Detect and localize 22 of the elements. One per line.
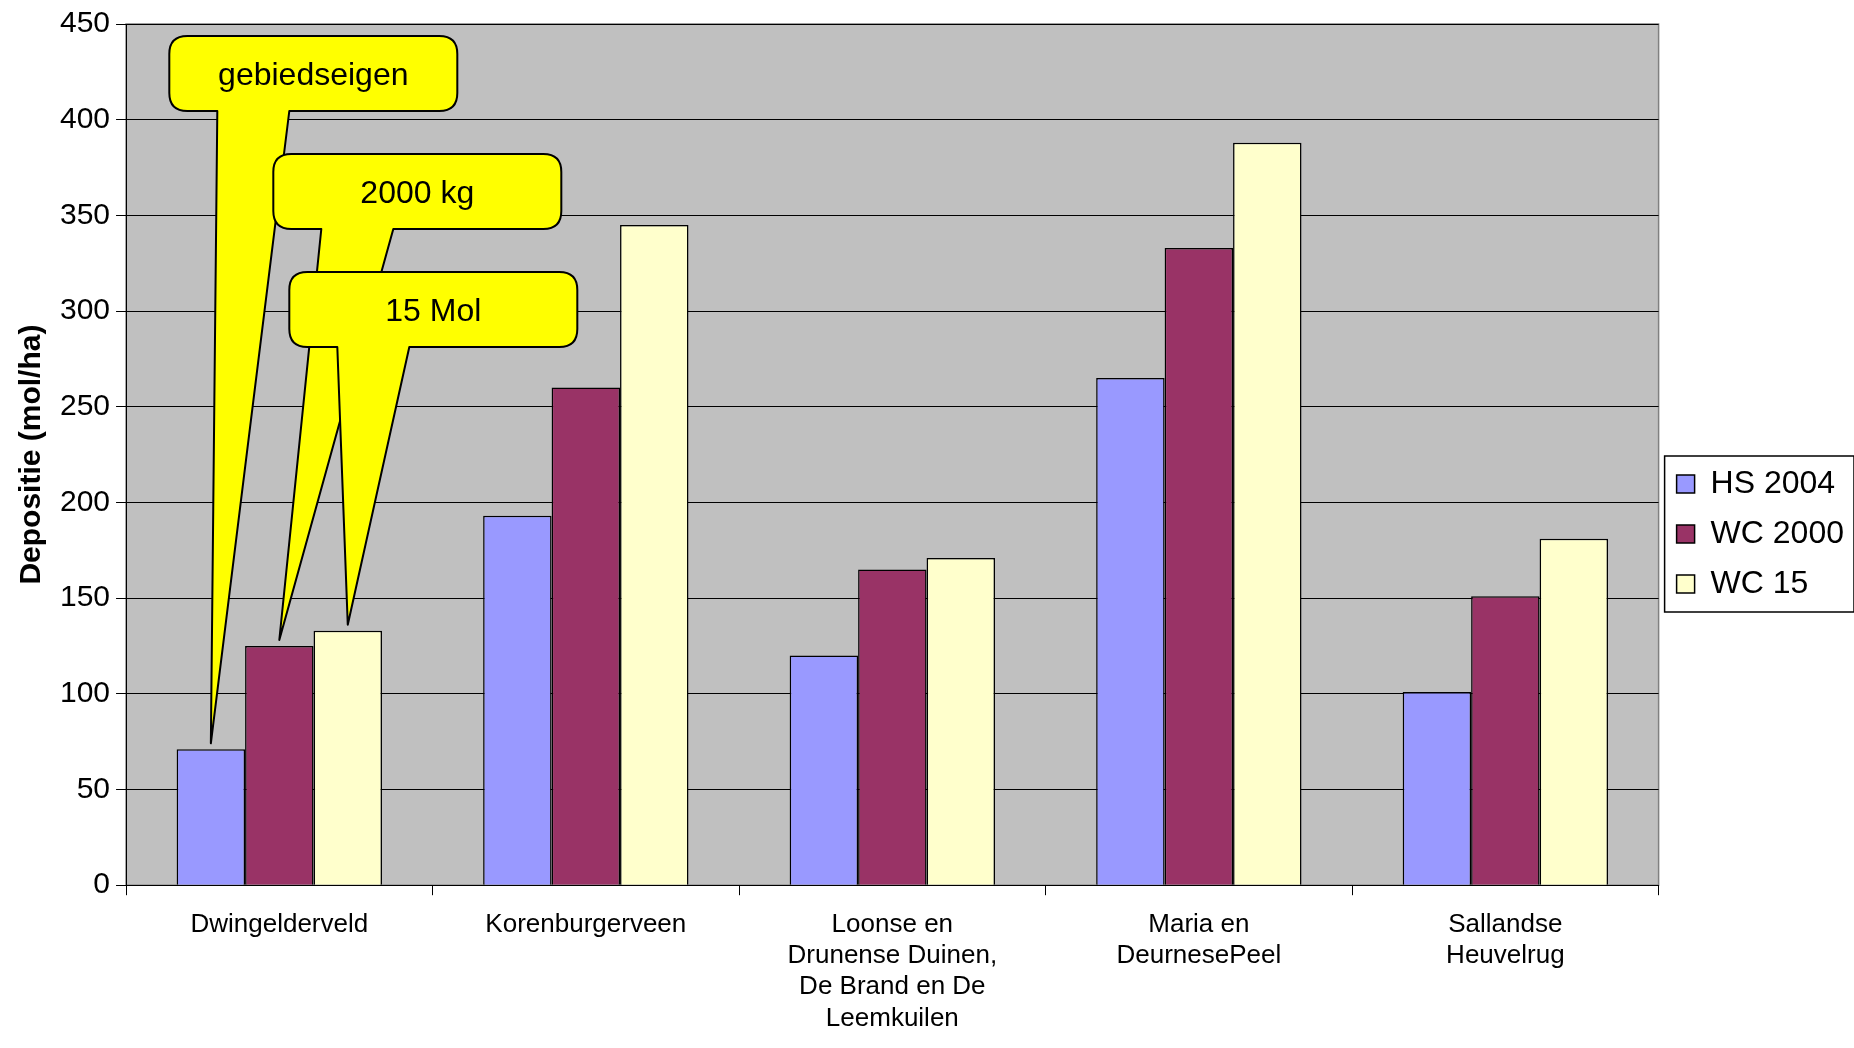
annotation: 15 Mol	[385, 291, 482, 328]
y-tick-label: 200	[59, 483, 111, 517]
y-axis-title: Depositie (mol/ha)	[13, 324, 47, 585]
y-tick-label: 50	[76, 770, 111, 804]
x-tick-label: Maria en DeurnesePeel	[1116, 907, 1282, 970]
x-tick-label: Korenburgerveen	[485, 907, 687, 938]
x-tick-label: Dwingelderveld	[190, 907, 369, 938]
y-tick-label: 100	[59, 675, 111, 709]
y-tick-label: 250	[59, 388, 111, 422]
x-tick-label: Loonse en Drunense Duinen, De Brand en De Leemkuilen	[787, 907, 998, 1032]
y-tick-label: 400	[59, 100, 111, 134]
y-tick-label: 150	[59, 579, 111, 613]
annotation: gebiedseigen	[218, 55, 409, 92]
x-tick-label: Sallandse Heuvelrug	[1446, 907, 1565, 970]
legend-label: WC 2000	[1710, 513, 1844, 550]
legend-label: HS 2004	[1710, 463, 1836, 500]
annotation: 2000 kg	[360, 173, 475, 210]
y-tick-label: 350	[59, 196, 111, 230]
legend-label: WC 15	[1710, 563, 1809, 600]
y-tick-label: 450	[59, 5, 111, 39]
y-tick-label: 300	[59, 292, 111, 326]
y-tick-label: 0	[93, 866, 111, 900]
